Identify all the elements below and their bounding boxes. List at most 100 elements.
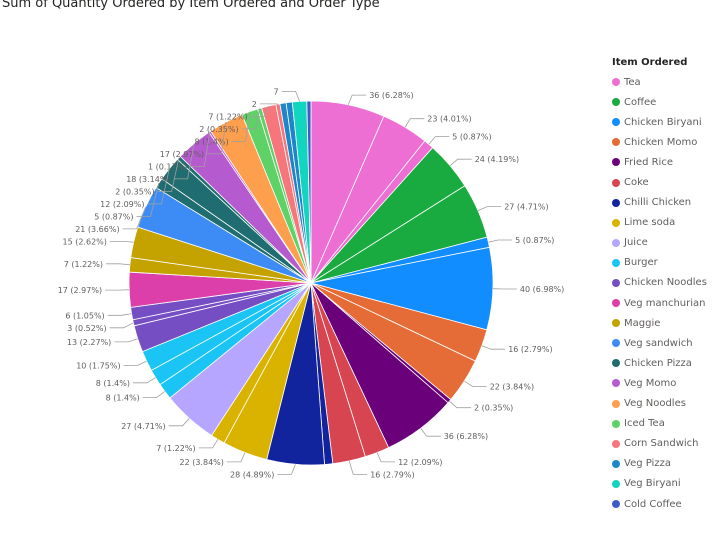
data-label: 6 (1.05%): [65, 311, 104, 320]
pie-slice[interactable]: [306, 100, 312, 284]
legend-label: Veg Pizza: [624, 458, 671, 470]
legend-item[interactable]: Veg Noodles: [612, 394, 707, 414]
label-leader-line: [231, 111, 251, 142]
label-leader-line: [404, 118, 425, 128]
legend-marker: [612, 439, 620, 448]
legend-label: Veg Biryani: [624, 478, 681, 490]
legend-item[interactable]: Juice: [612, 233, 707, 253]
legend-marker: [612, 238, 620, 247]
legend-marker: [612, 379, 620, 388]
label-leader-line: [281, 91, 300, 102]
legend-marker: [612, 278, 620, 287]
legend-item[interactable]: Iced Tea: [612, 414, 707, 434]
data-label: 8 (1.4%): [96, 379, 130, 388]
legend-item[interactable]: Veg manchurian: [612, 293, 707, 313]
legend-item[interactable]: Coke: [612, 172, 707, 192]
legend-item[interactable]: Corn Sandwich: [612, 434, 707, 454]
data-label: 16 (2.79%): [508, 345, 552, 354]
legend-label: Iced Tea: [624, 418, 665, 430]
label-leader-line: [226, 452, 246, 463]
data-label: 24 (4.19%): [475, 155, 519, 164]
legend-marker: [612, 419, 620, 428]
legend-marker: [612, 399, 620, 408]
data-label: 36 (6.28%): [369, 91, 413, 100]
legend-label: Chicken Momo: [624, 136, 698, 148]
data-label: 10 (1.75%): [76, 361, 120, 370]
label-leader-line: [428, 136, 450, 145]
legend-item[interactable]: Veg sandwich: [612, 333, 707, 353]
label-leader-line: [250, 105, 270, 117]
legend-label: Chicken Biryani: [624, 116, 702, 128]
pie-slices: [128, 100, 494, 466]
legend-label: Chicken Pizza: [624, 357, 692, 369]
label-leader-line: [147, 168, 170, 205]
legend-marker: [612, 459, 620, 468]
data-label: 1 (0.17%): [148, 162, 187, 171]
label-leader-line: [420, 428, 441, 437]
legend-marker: [612, 218, 620, 227]
legend-label: Veg Momo: [624, 377, 677, 389]
legend-item[interactable]: Fried Rice: [612, 152, 707, 172]
data-label: 17 (2.97%): [58, 286, 102, 295]
pie-chart: 36 (6.28%) 23 (4.01%) 5 (0.87%) 24 (4.19%) 2…: [58, 87, 565, 479]
label-leader-line: [107, 313, 132, 316]
label-leader-line: [464, 380, 487, 387]
legend-item[interactable]: Veg Momo: [612, 373, 707, 393]
data-label: 22 (3.84%): [180, 458, 224, 467]
label-leader-line: [348, 460, 368, 475]
data-label: 18 (3.14%): [126, 175, 170, 184]
data-label: 5 (0.87%): [94, 212, 133, 221]
legend-item[interactable]: Tea: [612, 72, 707, 92]
label-leader-line: [277, 464, 296, 475]
label-leader-line: [168, 418, 190, 427]
data-label: 36 (6.28%): [444, 432, 488, 441]
data-label: 23 (4.01%): [427, 115, 471, 124]
legend-marker: [612, 118, 620, 127]
legend-label: Corn Sandwich: [624, 438, 699, 450]
legend-item[interactable]: Burger: [612, 253, 707, 273]
data-label: 7 (1.22%): [156, 444, 195, 453]
legend-item[interactable]: Chicken Momo: [612, 132, 707, 152]
legend-label: Fried Rice: [624, 156, 673, 168]
legend-marker: [612, 479, 620, 488]
legend-item[interactable]: Chicken Pizza: [612, 353, 707, 373]
legend-marker: [612, 299, 620, 308]
legend-item[interactable]: Chicken Biryani: [612, 112, 707, 132]
legend-marker: [612, 500, 620, 509]
legend-item[interactable]: Coffee: [612, 92, 707, 112]
legend-marker: [612, 319, 620, 328]
legend-title: Item Ordered: [612, 57, 688, 68]
legend-label: Chilli Chicken: [624, 197, 692, 209]
data-label: 27 (4.71%): [121, 422, 165, 431]
legend-label: Veg manchurian: [624, 297, 706, 309]
data-label: 5 (0.87%): [515, 236, 554, 245]
legend-marker: [612, 98, 620, 107]
legend-label: Veg Noodles: [624, 398, 686, 410]
data-label: 22 (3.84%): [490, 383, 534, 392]
legend-label: Tea: [624, 76, 641, 88]
legend-label: Juice: [624, 237, 648, 249]
data-label: 8 (1.4%): [194, 137, 228, 146]
legend-item[interactable]: Chicken Noodles: [612, 273, 707, 293]
data-label: 3 (0.52%): [67, 324, 106, 333]
legend-marker: [612, 258, 620, 267]
data-label: 16 (2.79%): [370, 470, 414, 479]
label-leader-line: [133, 377, 156, 384]
label-leader-line: [481, 345, 506, 350]
data-label: 2 (0.35%): [474, 404, 513, 413]
legend-item[interactable]: Cold Coffee: [612, 494, 707, 514]
data-label: 15 (2.62%): [63, 237, 107, 246]
legend-label: Veg sandwich: [624, 337, 693, 349]
legend-label: Coffee: [624, 96, 657, 108]
legend: Item Ordered Tea Coffee Chicken Biryani Chi…: [612, 55, 707, 514]
legend-item[interactable]: Maggie: [612, 313, 707, 333]
legend-label: Maggie: [624, 317, 661, 329]
data-label: 13 (2.27%): [67, 338, 111, 347]
legend-item[interactable]: Lime soda: [612, 213, 707, 233]
legend-marker: [612, 78, 620, 87]
legend-item[interactable]: Veg Biryani: [612, 474, 707, 494]
label-leader-line: [198, 439, 219, 449]
legend-item[interactable]: Chilli Chicken: [612, 193, 707, 213]
label-leader-line: [136, 183, 160, 217]
legend-item[interactable]: Veg Pizza: [612, 454, 707, 474]
